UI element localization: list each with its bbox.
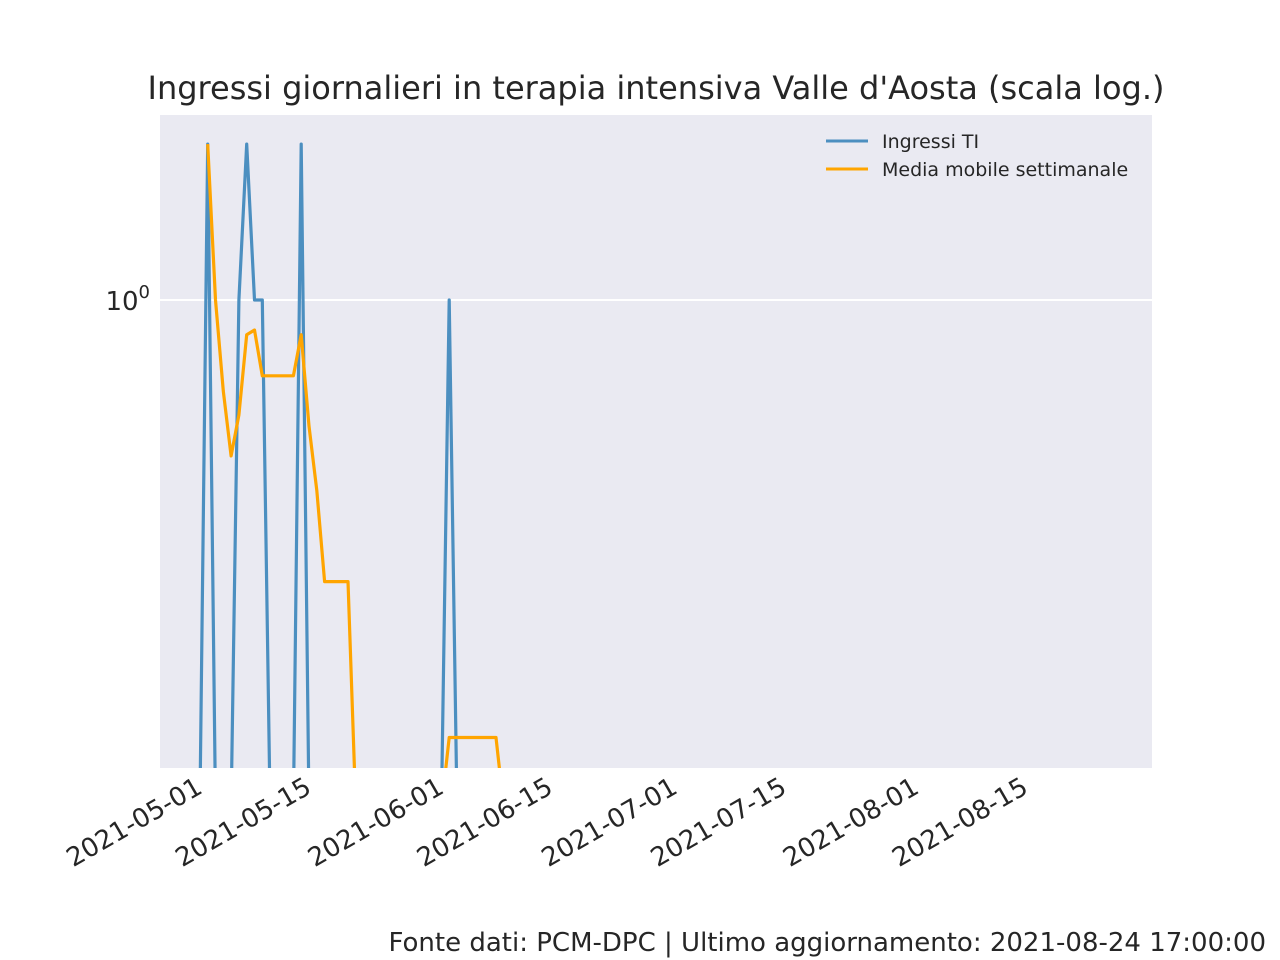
- legend-label-ingressi: Ingressi TI: [882, 131, 979, 153]
- y-tick-label: 100: [105, 282, 150, 317]
- legend-label-media: Media mobile settimanale: [882, 159, 1128, 181]
- series-line-1: [206, 144, 501, 768]
- chart-title: Ingressi giornalieri in terapia intensiv…: [148, 69, 1165, 107]
- series-group: [198, 142, 501, 768]
- series-line-0: [198, 142, 458, 768]
- x-axis: 2021-05-012021-05-152021-06-012021-06-15…: [62, 772, 1034, 874]
- footer-source: Fonte dati: PCM-DPC | Ultimo aggiornamen…: [389, 928, 1267, 958]
- legend: Ingressi TI Media mobile settimanale: [826, 131, 1128, 181]
- y-axis: 100: [105, 282, 150, 317]
- plot-area: [160, 115, 1152, 768]
